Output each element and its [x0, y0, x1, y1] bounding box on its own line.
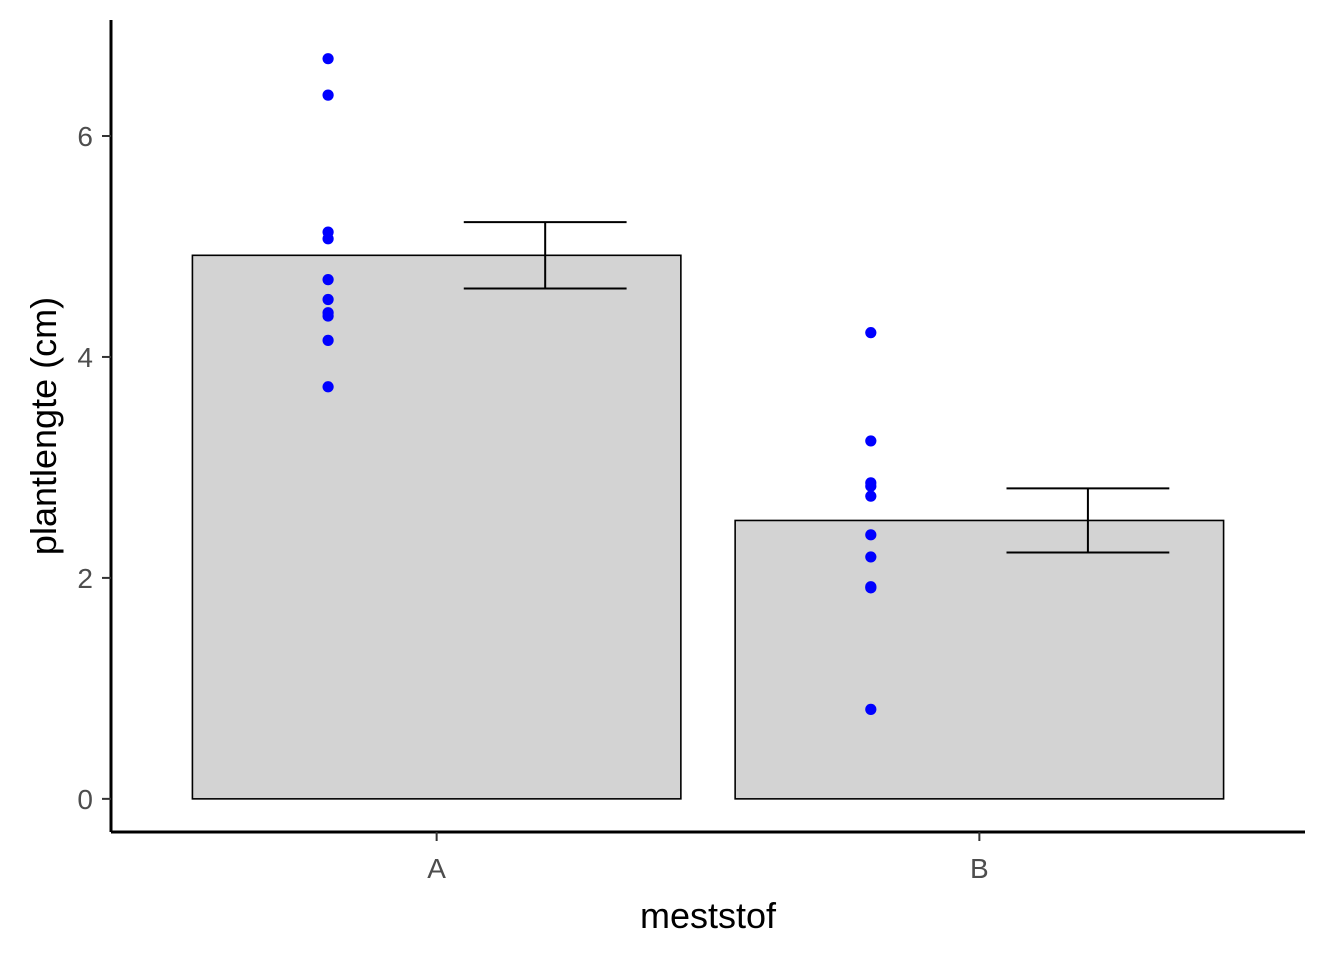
error-bar-b [1006, 487, 1170, 554]
y-tick-label: 6 [77, 121, 93, 152]
points-layer [322, 53, 877, 715]
x-axis-title: meststof [640, 895, 777, 936]
data-point-a [322, 233, 334, 245]
y-tick-label: 2 [77, 563, 93, 594]
data-point-b [865, 435, 877, 447]
y-ticks-layer: 0 2 4 6 [77, 121, 111, 815]
y-axis-title: plantlengte (cm) [23, 297, 64, 555]
data-point-b [865, 327, 877, 339]
y-tick-label: 0 [77, 784, 93, 815]
data-point-b [865, 582, 877, 594]
data-point-a [322, 310, 334, 322]
bar-a [191, 254, 682, 800]
bar-b [734, 519, 1225, 800]
error-bar-a [463, 221, 627, 290]
data-point-a [322, 334, 334, 346]
data-point-a [322, 293, 334, 306]
data-point-b [865, 490, 877, 502]
bars-layer [191, 254, 1225, 800]
data-point-a [322, 89, 334, 101]
data-point-b [865, 551, 877, 563]
y-tick-label: 4 [77, 342, 93, 373]
data-point-b [865, 529, 877, 541]
data-point-a [322, 53, 334, 65]
axes-layer [109, 20, 1305, 834]
data-point-b [865, 703, 877, 715]
x-tick-label: A [427, 853, 446, 884]
error-bars-layer [463, 221, 1170, 554]
x-tick-label: B [970, 853, 989, 884]
data-point-a [322, 381, 334, 393]
data-point-a [322, 274, 334, 286]
data-point-b [865, 480, 877, 492]
